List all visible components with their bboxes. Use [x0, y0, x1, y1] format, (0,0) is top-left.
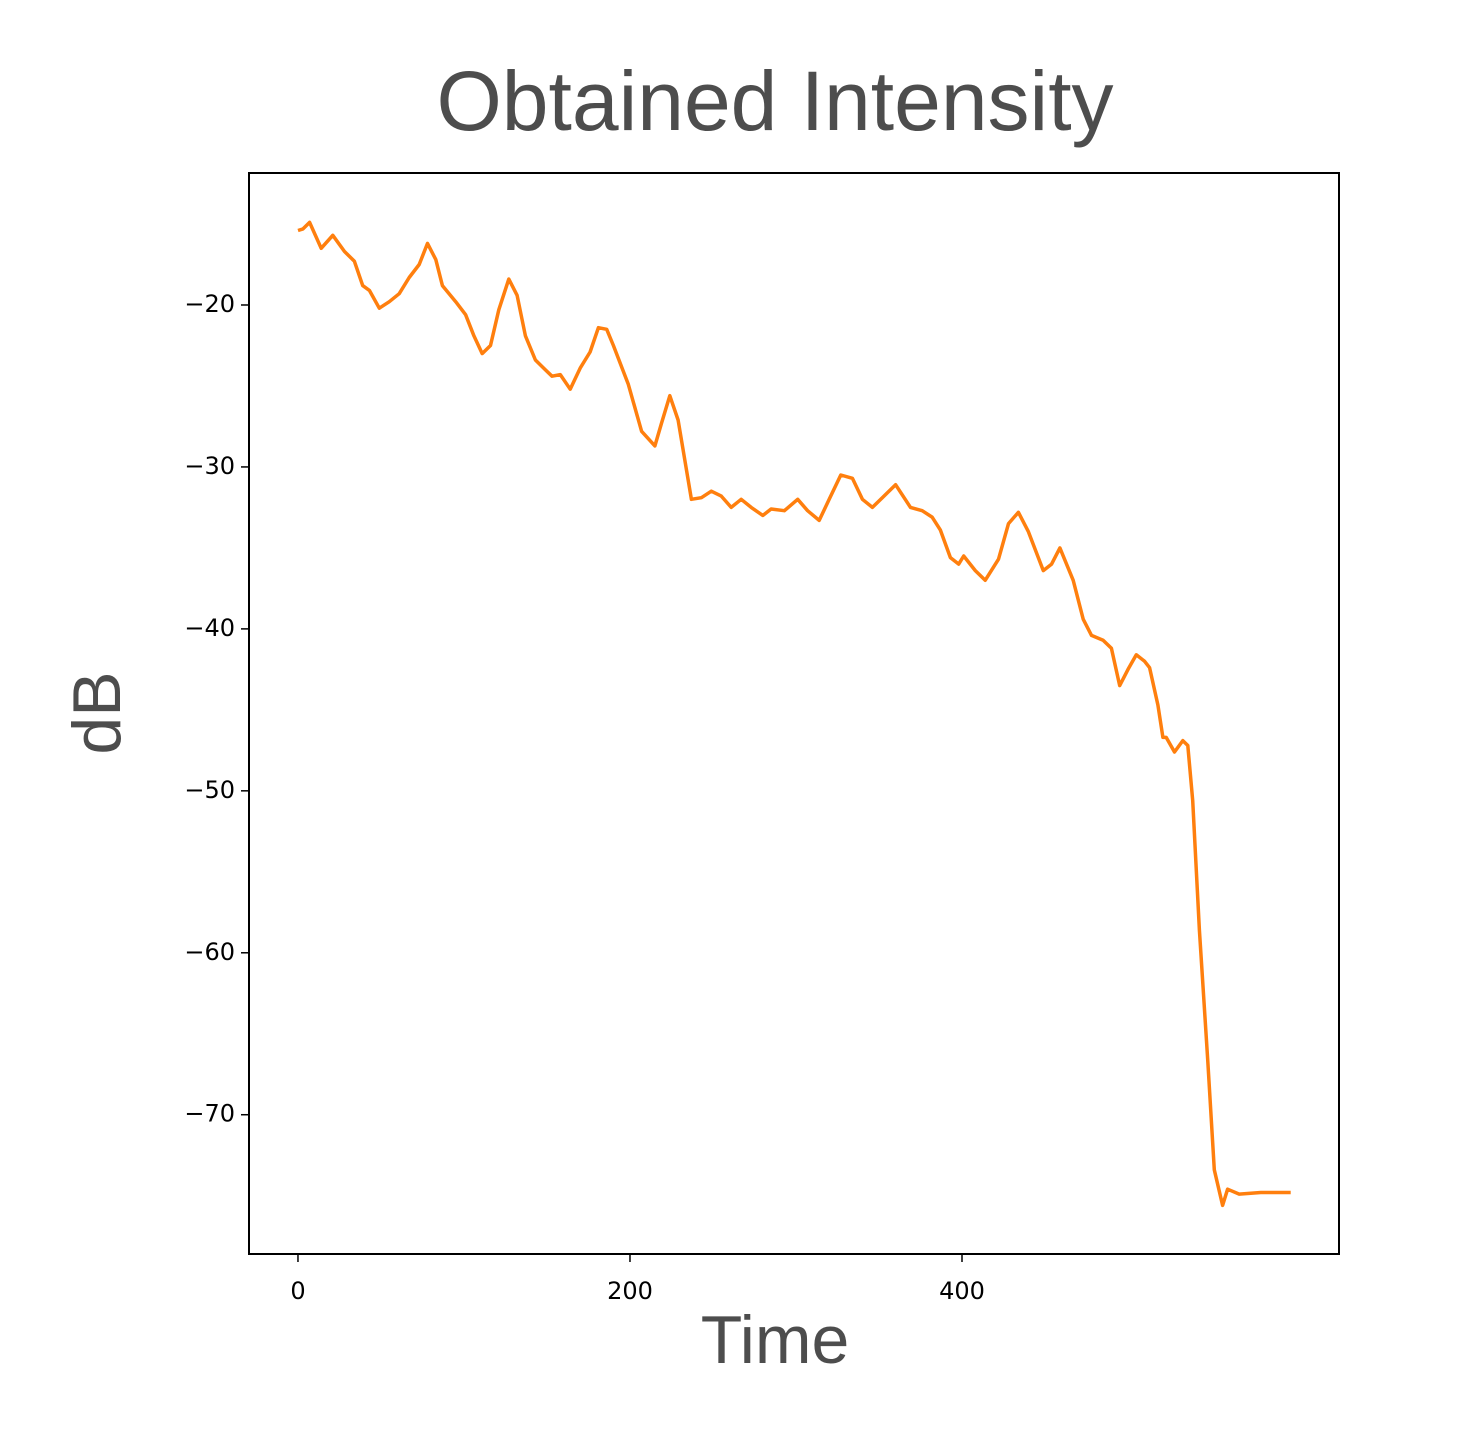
y-axis-label: dB	[59, 671, 135, 754]
y-tick-label: −40	[184, 614, 235, 642]
chart-title: Obtained Intensity	[436, 54, 1113, 148]
y-tick-label: −70	[184, 1100, 235, 1128]
x-tick-label: 400	[939, 1277, 985, 1305]
x-tick-label: 0	[290, 1277, 305, 1305]
y-tick-label: −20	[184, 290, 235, 318]
y-tick-label: −60	[184, 938, 235, 966]
y-tick-label: −30	[184, 452, 235, 480]
plot-frame	[248, 172, 1340, 1255]
x-tick-label: 200	[607, 1277, 653, 1305]
x-axis-label: Time	[701, 1302, 850, 1378]
y-tick-label: −50	[184, 776, 235, 804]
data-line	[297, 220, 1291, 1208]
